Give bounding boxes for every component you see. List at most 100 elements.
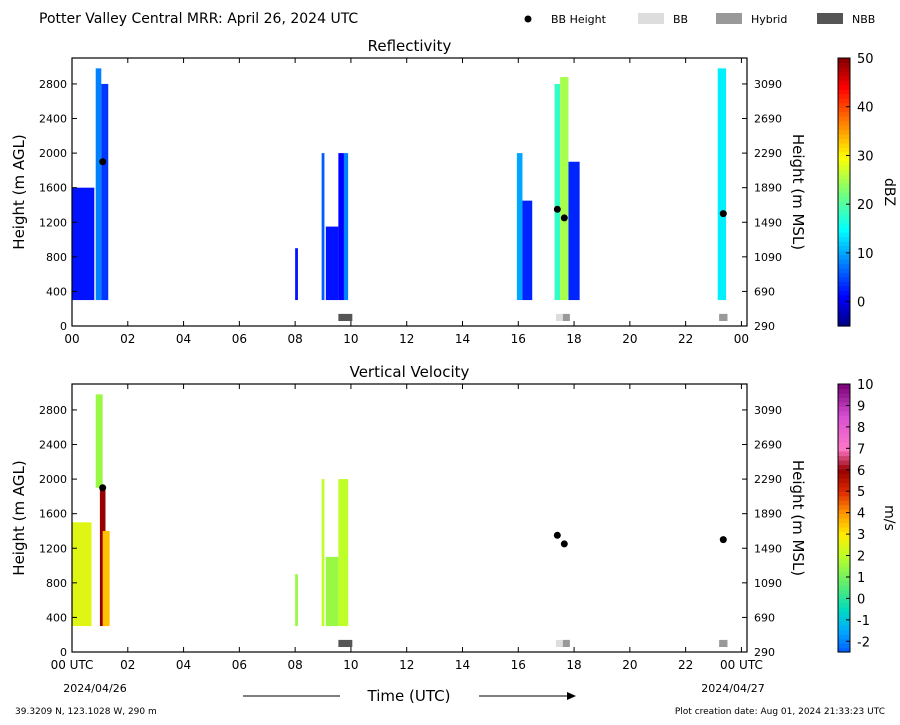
colorbar-segment <box>838 602 850 608</box>
y-tick-label-right: 290 <box>754 320 775 333</box>
start-date-label: 2024/04/26 <box>63 682 126 695</box>
colorbar-segment <box>838 616 850 622</box>
x-tick-label: 02 <box>120 332 135 346</box>
colorbar-segment <box>838 183 850 189</box>
y-tick-label-right: 2690 <box>754 439 782 452</box>
colorbar-segment <box>838 89 850 95</box>
colorbar-segment <box>838 638 850 644</box>
colorbar-segment <box>838 388 850 394</box>
y-tick-label: 0 <box>60 320 67 333</box>
legend-swatch-hybrid <box>716 13 742 24</box>
colorbar-segment <box>838 406 850 412</box>
x-tick-label: 14 <box>455 332 470 346</box>
colorbar-segment <box>838 629 850 635</box>
colorbar-segment <box>838 232 850 238</box>
colorbar-segment <box>838 451 850 457</box>
colorbar-segment <box>838 116 850 122</box>
colorbar-segment <box>838 98 850 104</box>
colorbar-tick-label: 8 <box>857 421 865 436</box>
x-tick-label: 18 <box>566 332 581 346</box>
colorbar-segment <box>838 120 850 126</box>
x-tick-label: 20 <box>622 658 637 672</box>
colorbar-segment <box>838 147 850 153</box>
colorbar-segment <box>838 62 850 68</box>
colorbar-tick-label: 7 <box>857 442 865 457</box>
colorbar-segment <box>838 446 850 452</box>
echo-column <box>295 574 298 627</box>
x-tick-label: 00 UTC <box>51 658 94 672</box>
colorbar-segment <box>838 75 850 81</box>
colorbar-segment <box>838 102 850 108</box>
colorbar-segment <box>838 303 850 309</box>
colorbar-segment <box>838 250 850 256</box>
colorbar-segment <box>838 558 850 564</box>
colorbar-label: dBZ <box>881 178 897 206</box>
x-tick-label: 08 <box>287 332 302 346</box>
colorbar-tick-label: 3 <box>857 528 865 543</box>
colorbar-segment <box>838 58 850 64</box>
y-tick-label: 0 <box>60 646 67 659</box>
colorbar-segment <box>838 236 850 242</box>
colorbar-segment <box>838 567 850 573</box>
echo-column <box>343 153 349 301</box>
colorbar-segment <box>838 513 850 519</box>
x-tick-label: 16 <box>511 332 526 346</box>
y-tick-label-right: 1490 <box>754 216 782 229</box>
echo-column <box>554 83 561 301</box>
echo-column <box>295 248 298 301</box>
colorbar-segment <box>838 397 850 403</box>
y-tick-label-right: 1890 <box>754 508 782 521</box>
echo-column <box>325 226 339 301</box>
colorbar-segment <box>838 607 850 613</box>
echo-column <box>560 77 569 301</box>
x-tick-label: 06 <box>232 658 247 672</box>
colorbar-segment <box>838 80 850 86</box>
colorbar-segment <box>838 66 850 72</box>
figure-title: Potter Valley Central MRR: April 26, 202… <box>39 11 358 27</box>
bb-height-point <box>719 210 727 218</box>
colorbar-tick-label: -1 <box>857 614 870 629</box>
bb-type-hybrid <box>562 313 570 321</box>
colorbar-segment <box>838 129 850 135</box>
panel-title: Vertical Velocity <box>350 363 470 381</box>
colorbar-segment <box>838 178 850 184</box>
colorbar-segment <box>838 504 850 510</box>
colorbar-segment <box>838 647 850 653</box>
colorbar-segment <box>838 196 850 202</box>
colorbar-segment <box>838 392 850 398</box>
echo-column <box>102 530 110 627</box>
colorbar-segment <box>838 455 850 461</box>
colorbar-segment <box>838 410 850 416</box>
legend-label: Hybrid <box>751 13 787 26</box>
colorbar-segment <box>838 312 850 318</box>
colorbar-segment <box>838 259 850 265</box>
colorbar-segment <box>838 192 850 198</box>
y-tick-label: 2800 <box>39 78 67 91</box>
legend-label: BB <box>673 13 688 26</box>
bb-type-bb <box>555 639 563 647</box>
echo-column <box>321 153 325 301</box>
colorbar-segment <box>838 169 850 175</box>
colorbar-tick-label: 9 <box>857 399 865 414</box>
bb-height-point <box>560 540 568 548</box>
colorbar-segment <box>838 540 850 546</box>
bb-type-nbb <box>338 639 353 647</box>
colorbar-segment <box>838 589 850 595</box>
x-tick-label: 10 <box>343 658 358 672</box>
colorbar-segment <box>838 437 850 443</box>
colorbar-segment <box>838 125 850 131</box>
colorbar-segment <box>838 267 850 273</box>
colorbar-segment <box>838 634 850 640</box>
y-tick-label: 1600 <box>39 508 67 521</box>
colorbar-segment <box>838 500 850 506</box>
x-tick-label: 20 <box>622 332 637 346</box>
colorbar-segment <box>838 482 850 488</box>
colorbar-segment <box>838 401 850 407</box>
colorbar-segment <box>838 223 850 229</box>
colorbar-segment <box>838 611 850 617</box>
bb-height-point <box>560 214 568 222</box>
bb-height-point <box>99 158 107 166</box>
colorbar-segment <box>838 473 850 479</box>
colorbar-segment <box>838 442 850 448</box>
